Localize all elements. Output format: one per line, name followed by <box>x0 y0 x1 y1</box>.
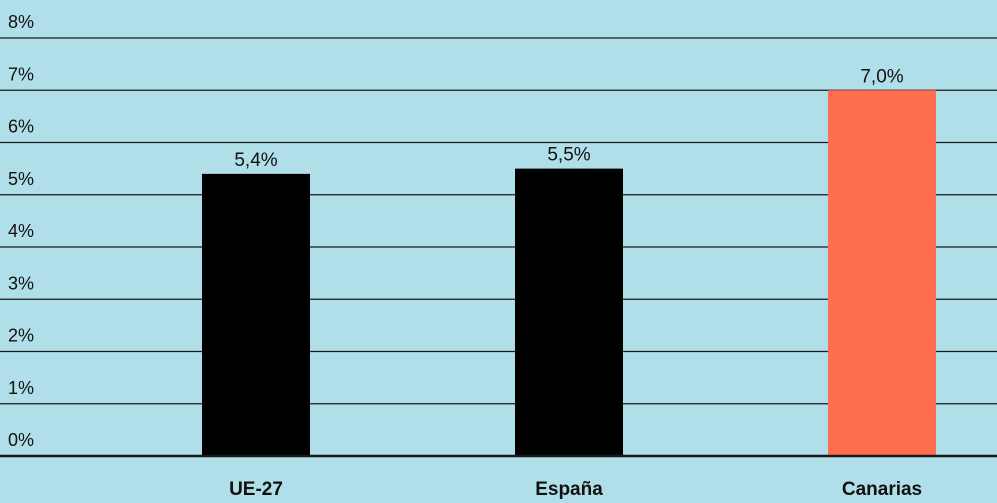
value-label: 7,0% <box>860 66 903 87</box>
gridlines <box>0 37 997 405</box>
category-label: UE-27 <box>229 479 283 500</box>
y-tick-label: 8% <box>8 12 34 32</box>
y-tick-label: 1% <box>8 378 34 398</box>
value-label: 5,4% <box>234 150 277 171</box>
y-tick-label: 5% <box>8 169 34 189</box>
bar-ue-27 <box>202 173 310 456</box>
category-label: España <box>535 479 603 500</box>
category-label: Canarias <box>842 479 922 500</box>
bar-canarias <box>828 90 936 456</box>
y-tick-label: 7% <box>8 64 34 84</box>
y-tick-label: 6% <box>8 117 34 137</box>
y-tick-label: 0% <box>8 430 34 450</box>
y-tick-label: 2% <box>8 326 34 346</box>
bars <box>202 90 936 456</box>
y-tick-label: 3% <box>8 273 34 293</box>
category-labels: UE-27 España Canarias <box>229 479 922 500</box>
y-tick-label: 4% <box>8 221 34 241</box>
y-axis-ticks: 0% 1% 2% 3% 4% 5% 6% 7% 8% <box>8 12 34 450</box>
value-labels: 5,4% 5,5% 7,0% <box>234 66 903 171</box>
bar-espa-a <box>515 168 623 456</box>
value-label: 5,5% <box>547 145 590 166</box>
